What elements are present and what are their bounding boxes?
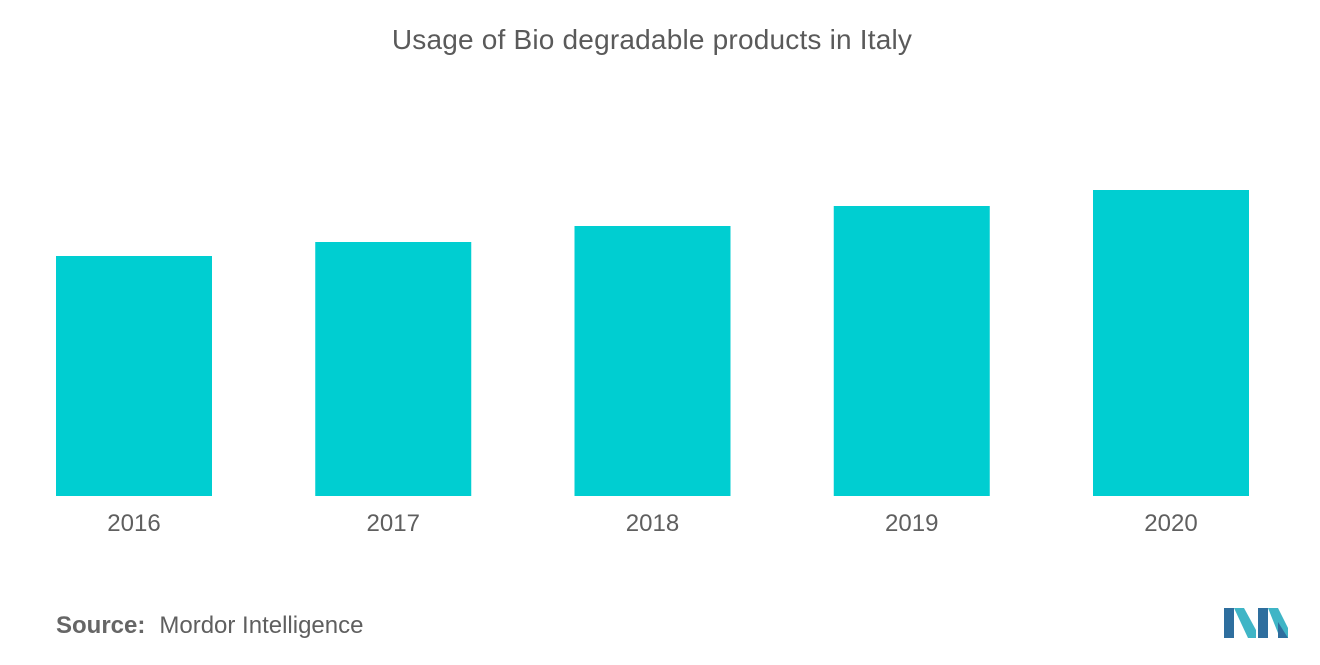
bar-2018	[574, 226, 731, 496]
x-axis-ticks: 2016 2017 2018 2019 2020	[107, 510, 1197, 537]
bar-2016	[56, 256, 212, 496]
source-label: Source:	[56, 612, 146, 639]
x-tick-label-2019: 2019	[885, 510, 938, 537]
bar-2019	[833, 206, 990, 496]
bar-2020	[1093, 190, 1249, 496]
chart-title: Usage of Bio degradable products in Ital…	[391, 24, 913, 55]
x-tick-label-2016: 2016	[107, 510, 160, 537]
x-tick-label-2017: 2017	[367, 510, 420, 537]
bars-group	[56, 190, 1249, 496]
mordor-intelligence-logo-icon	[1224, 608, 1288, 638]
x-tick-label-2020: 2020	[1144, 510, 1197, 537]
bar-2017	[315, 242, 472, 496]
source-note: Source: Mordor Intelligence	[56, 612, 363, 640]
x-tick-label-2018: 2018	[626, 510, 679, 537]
source-text: Mordor Intelligence	[159, 612, 364, 639]
